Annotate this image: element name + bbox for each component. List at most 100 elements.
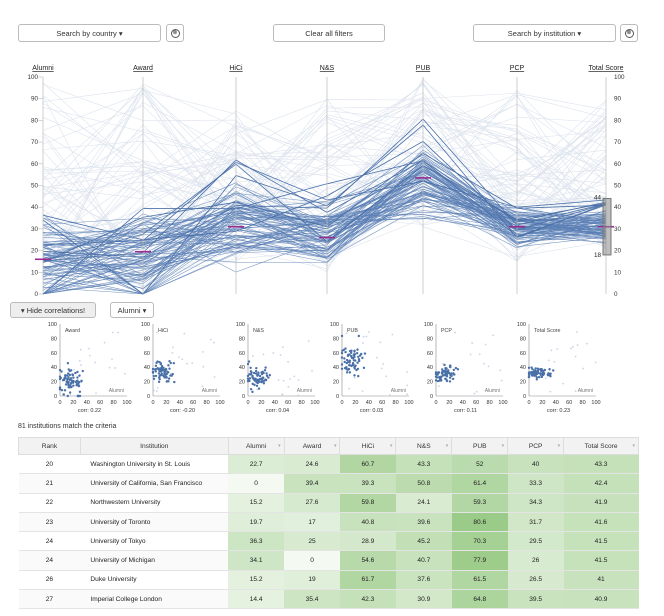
institution-search-dropdown[interactable]: Search by institution ▾ [473,24,616,42]
scatter-point [71,373,74,376]
table-row[interactable]: 21 University of California, San Francisc… [18,473,639,494]
scatter-point [351,357,355,360]
clear-country-button[interactable]: ⊗ [166,24,184,42]
score-cell: 39.3 [339,473,396,494]
scatter-y-tick: 40 [144,365,150,371]
column-header-total-score[interactable]: Total Score ▾ [563,437,639,455]
table-row[interactable]: 20 Washington University in St. Louis 22.7… [18,454,639,475]
correlation-variable-select[interactable]: Alumni ▾ [110,302,154,318]
scatter-point [60,370,63,373]
scatter-panel-award: 100 80 60 40 20 00 20 40 60 80 100 Award Alumni corr:… [48,322,132,414]
axis-label[interactable]: N&S [320,65,335,72]
column-header-institution[interactable]: Institution [79,437,229,455]
score-cell: 60.7 [339,454,396,475]
scatter-point-context [348,387,351,390]
scatter-x-label: Alumni [578,388,593,394]
table-row[interactable]: 24 University of Michigan 34.1 0 54.6 40.7 77.… [18,550,639,571]
scatter-x-tick: 80 [487,400,493,406]
scatter-y-tick: 0 [523,394,526,400]
scatter-x-label: Alumni [109,388,124,394]
scatter-point [60,388,64,392]
scatter-point [246,374,250,378]
y-tick-label-right: 0 [614,291,618,298]
table-row[interactable]: 24 University of Tokyo 36.3 25 28.9 45.2 70.3 2… [18,531,639,552]
institution-cell: Imperial College London [80,589,229,610]
scatter-point-context [307,340,310,342]
column-header-hici[interactable]: HiCi ▾ [339,437,397,455]
scatter-x-tick: 0 [246,400,249,406]
institution-line [42,199,607,295]
scatter-point-context [368,330,370,333]
y-tick-label: 70 [31,139,39,146]
scatter-point [352,353,356,356]
column-header-rank[interactable]: Rank [18,437,81,455]
scatter-point-context [80,364,82,367]
scatter-point [443,363,446,367]
scatter-point-context [487,365,490,368]
country-search-dropdown[interactable]: Search by country ▾ [18,24,161,42]
scatter-point-context [406,393,408,396]
scatter-point-context [500,379,503,382]
scatter-point-context [562,382,565,385]
score-cell: 42.4 [563,473,639,494]
scatter-x-tick: 60 [190,400,196,406]
scatter-point-context [172,346,174,349]
score-cell: 41 [563,570,639,591]
column-header-award[interactable]: Award ▾ [283,437,341,455]
hide-correlations-label: ▾ Hide correlations! [20,305,86,315]
axis-label[interactable]: Award [133,65,153,72]
scatter-point [161,374,165,377]
sort-arrow-icon: ▾ [501,443,505,449]
axis-label[interactable]: HiCi [229,65,243,72]
column-header-label: Alumni [246,442,267,450]
column-header-alumni[interactable]: Alumni ▾ [227,437,285,455]
scatter-point [63,389,67,392]
scatter-point-context [483,362,486,365]
clear-institution-button[interactable]: ⊗ [620,24,638,42]
scatter-point-context [297,394,299,397]
scatter-metric-label: PCP [441,328,452,334]
scatter-x-label: Alumni [202,388,217,394]
scatter-point-context [473,392,476,395]
clear-all-filters-button[interactable]: Clear all filters [273,24,385,42]
scatter-panel-n-s: 100 80 60 40 20 00 20 40 60 80 100 N&S Alumni corr: 0… [236,322,320,414]
scatter-point [168,367,171,370]
institution-cell: University of Tokyo [80,531,229,552]
table-row[interactable]: 23 University of Toronto 19.7 17 40.8 39.6 80.… [18,512,639,533]
y-tick-label: 90 [31,96,39,103]
sort-arrow-icon: ▾ [389,443,393,449]
scatter-point-context [550,349,553,352]
axis-label[interactable]: PUB [416,65,431,72]
scatter-point [78,390,82,393]
scatter-point [58,386,62,389]
scatter-point [549,372,552,375]
scatter-point [527,366,531,370]
scatter-point [153,368,157,371]
scatter-x-tick: 0 [58,400,61,406]
y-tick-label: 100 [27,74,38,81]
column-header-pcp[interactable]: PCP ▾ [507,437,565,455]
hide-correlations-button[interactable]: ▾ Hide correlations! [10,302,96,318]
column-header-pub[interactable]: PUB ▾ [451,437,509,455]
sort-arrow-icon: ▾ [557,443,561,449]
axis-label[interactable]: PCP [510,65,525,72]
axis-label[interactable]: Total Score [588,65,623,72]
scatter-point-context [406,384,409,387]
scatter-point-context [171,351,174,354]
table-row[interactable]: 27 Imperial College London 14.4 35.4 42.3 30.… [18,589,639,610]
scatter-point [158,369,161,373]
table-row[interactable]: 26 Duke University 15.2 19 61.7 37.6 61.5 26.5 4… [18,570,639,591]
scatter-y-tick: 40 [427,365,433,371]
scatter-point-context [213,376,216,378]
sort-arrow-icon: ▾ [445,443,449,449]
scatter-y-tick: 60 [333,351,339,357]
total-score-brush[interactable] [602,198,612,256]
scatter-point [64,374,67,378]
scatter-point [67,376,70,380]
scatter-point [152,374,156,378]
column-header-n-s[interactable]: N&S ▾ [395,437,453,455]
brush-max-label: 44 [594,195,602,202]
table-row[interactable]: 22 Northwestern University 15.2 27.6 59.8 24.… [18,493,639,513]
axis-label[interactable]: Alumni [32,65,54,72]
